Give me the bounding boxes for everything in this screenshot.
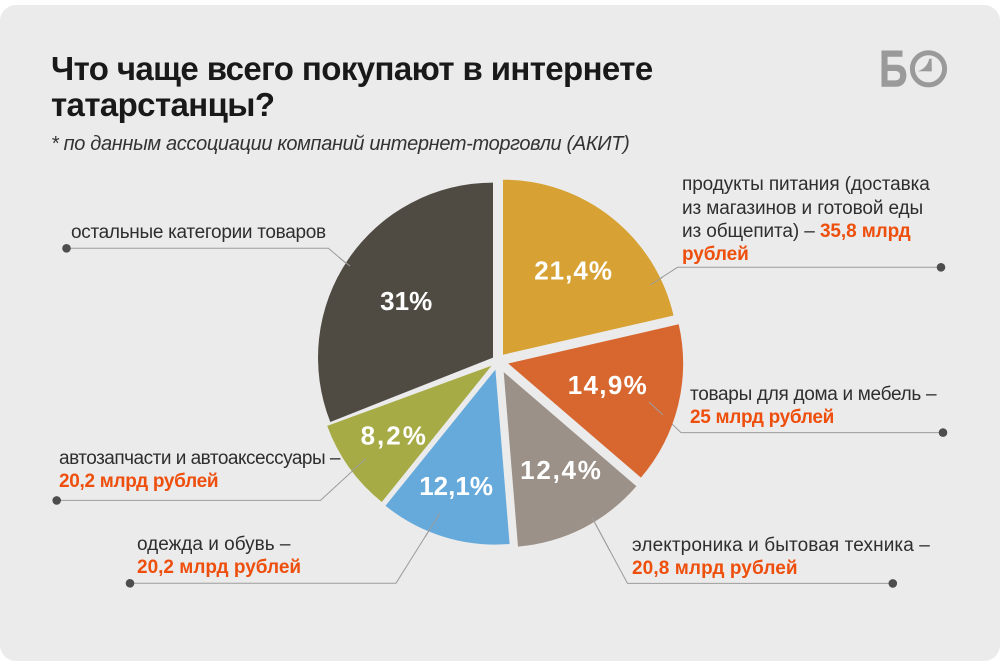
svg-text:31%: 31% bbox=[380, 286, 432, 316]
svg-text:21,4%: 21,4% bbox=[534, 256, 613, 286]
svg-text:Б: Б bbox=[879, 40, 908, 98]
svg-text:8,2%: 8,2% bbox=[361, 420, 428, 450]
svg-text:14,9%: 14,9% bbox=[568, 370, 648, 400]
svg-text:12,1%: 12,1% bbox=[419, 471, 493, 501]
svg-text:12,4%: 12,4% bbox=[520, 455, 602, 485]
